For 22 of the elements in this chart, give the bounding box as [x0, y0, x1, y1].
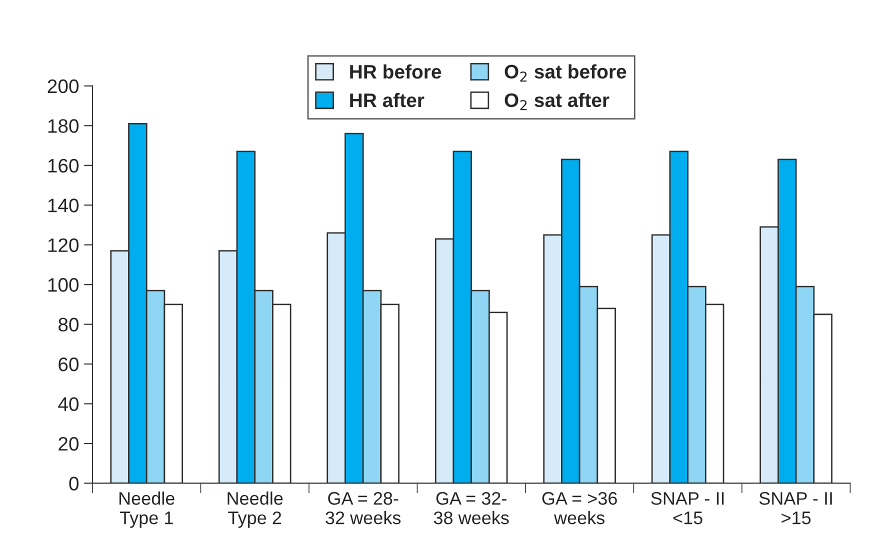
y-tick-label: 60: [58, 358, 79, 372]
x-tick-label: SNAP - II >15: [759, 492, 832, 524]
y-tick-label: 100: [48, 278, 79, 292]
x-tick-label: GA = 28- 32 weeks: [326, 492, 401, 524]
y-tick-label: 20: [58, 436, 79, 451]
x-tick-label: Needle Type 2: [228, 492, 283, 528]
legend-label: O$_{2}$ sat after: [504, 92, 610, 110]
x-tick-label: GA = 32- 38 weeks: [434, 492, 509, 524]
y-tick-label: 160: [48, 158, 79, 173]
legend-label: O$_{2}$ sat before: [504, 64, 626, 82]
y-tick-label: 200: [48, 79, 79, 94]
y-tick-label: 180: [48, 119, 79, 133]
x-tick-label: Needle Type 1: [120, 492, 174, 528]
legend-label: HR after: [350, 92, 424, 108]
x-tick-label: SNAP - II <15: [651, 492, 724, 524]
y-tick-label: 120: [48, 238, 79, 252]
y-tick-label: 40: [58, 397, 79, 412]
legend-label: HR before: [350, 64, 442, 79]
y-tick-label: 140: [48, 198, 79, 212]
x-tick-label: GA = >36 weeks: [542, 492, 617, 524]
y-tick-label: 0: [69, 476, 79, 490]
y-tick-label: 80: [58, 318, 79, 332]
